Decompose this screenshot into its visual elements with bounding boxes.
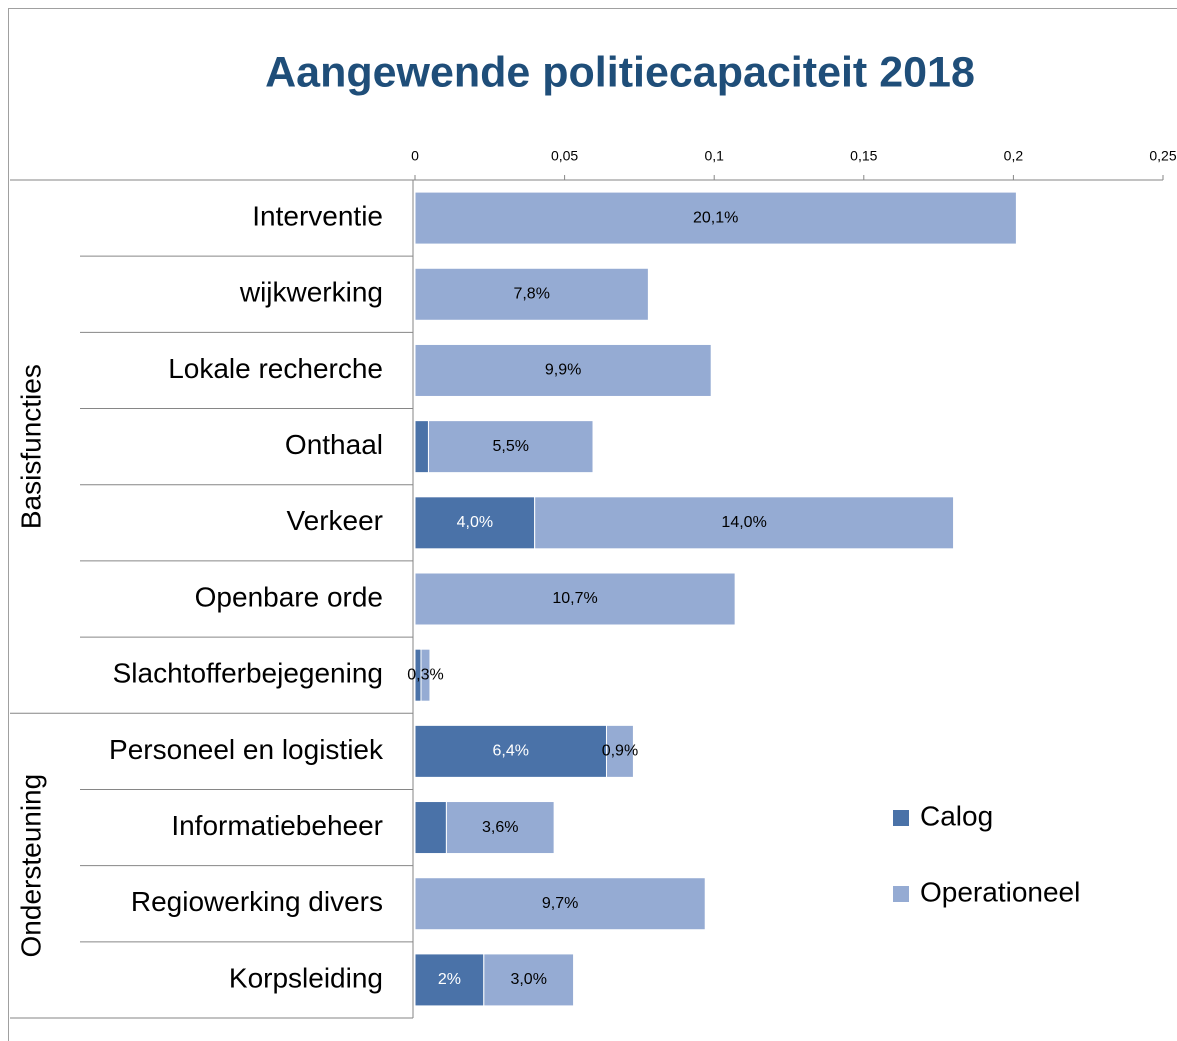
- category-label: wijkwerking: [239, 277, 383, 308]
- data-label: 9,9%: [545, 362, 581, 379]
- category-label: Onthaal: [285, 429, 383, 460]
- bar: [414, 572, 736, 626]
- category-label: Regiowerking divers: [131, 886, 383, 917]
- x-tick-label: 0,25: [1149, 148, 1176, 164]
- bar: [414, 420, 429, 474]
- legend-swatch: [893, 886, 909, 902]
- legend-swatch: [893, 810, 909, 826]
- legend-label: Operationeel: [920, 876, 1080, 907]
- category-label: Korpsleiding: [229, 962, 383, 993]
- category-label: Personeel en logistiek: [109, 734, 384, 765]
- x-tick-label: 0,15: [850, 148, 877, 164]
- category-label: Interventie: [252, 200, 383, 231]
- data-label: 7,8%: [513, 285, 549, 302]
- bar: [414, 724, 607, 778]
- bar: [534, 496, 955, 550]
- bar: [414, 801, 447, 855]
- bar: [605, 724, 634, 778]
- bar: [427, 420, 594, 474]
- group-label: Ondersteuning: [15, 774, 46, 958]
- category-label: Slachtofferbejegening: [113, 658, 383, 689]
- x-tick-label: 0,05: [551, 148, 578, 164]
- category-label: Verkeer: [287, 505, 384, 536]
- bar: [483, 953, 575, 1007]
- data-label: 0,9%: [602, 743, 638, 760]
- data-label: 2%: [438, 971, 461, 988]
- data-label: 9,7%: [542, 895, 578, 912]
- category-label: Lokale recherche: [168, 353, 383, 384]
- data-label: 10,7%: [552, 590, 597, 607]
- category-label: Informatiebeheer: [171, 810, 383, 841]
- data-label: 0,3%: [407, 666, 443, 683]
- x-tick-label: 0: [411, 148, 419, 164]
- data-label: 6,4%: [493, 743, 529, 760]
- data-label: 3,6%: [482, 819, 518, 836]
- group-label: Basisfuncties: [15, 364, 46, 529]
- x-tick-label: 0,1: [704, 148, 724, 164]
- bar: [414, 343, 712, 397]
- bar: [445, 801, 555, 855]
- legend-label: Calog: [920, 800, 993, 831]
- data-label: 4,0%: [457, 514, 493, 531]
- bar: [414, 877, 706, 931]
- frame: [8, 8, 1177, 1041]
- x-tick-label: 0,2: [1004, 148, 1024, 164]
- chart-title: Aangewende politiecapaciteit 2018: [265, 48, 975, 96]
- data-label: 20,1%: [693, 209, 738, 226]
- bar: [420, 648, 431, 702]
- bar: [414, 191, 1017, 245]
- category-label: Openbare orde: [195, 581, 383, 612]
- data-label: 5,5%: [493, 438, 529, 455]
- data-label: 3,0%: [510, 971, 546, 988]
- bar: [414, 267, 649, 321]
- data-label: 14,0%: [721, 514, 766, 531]
